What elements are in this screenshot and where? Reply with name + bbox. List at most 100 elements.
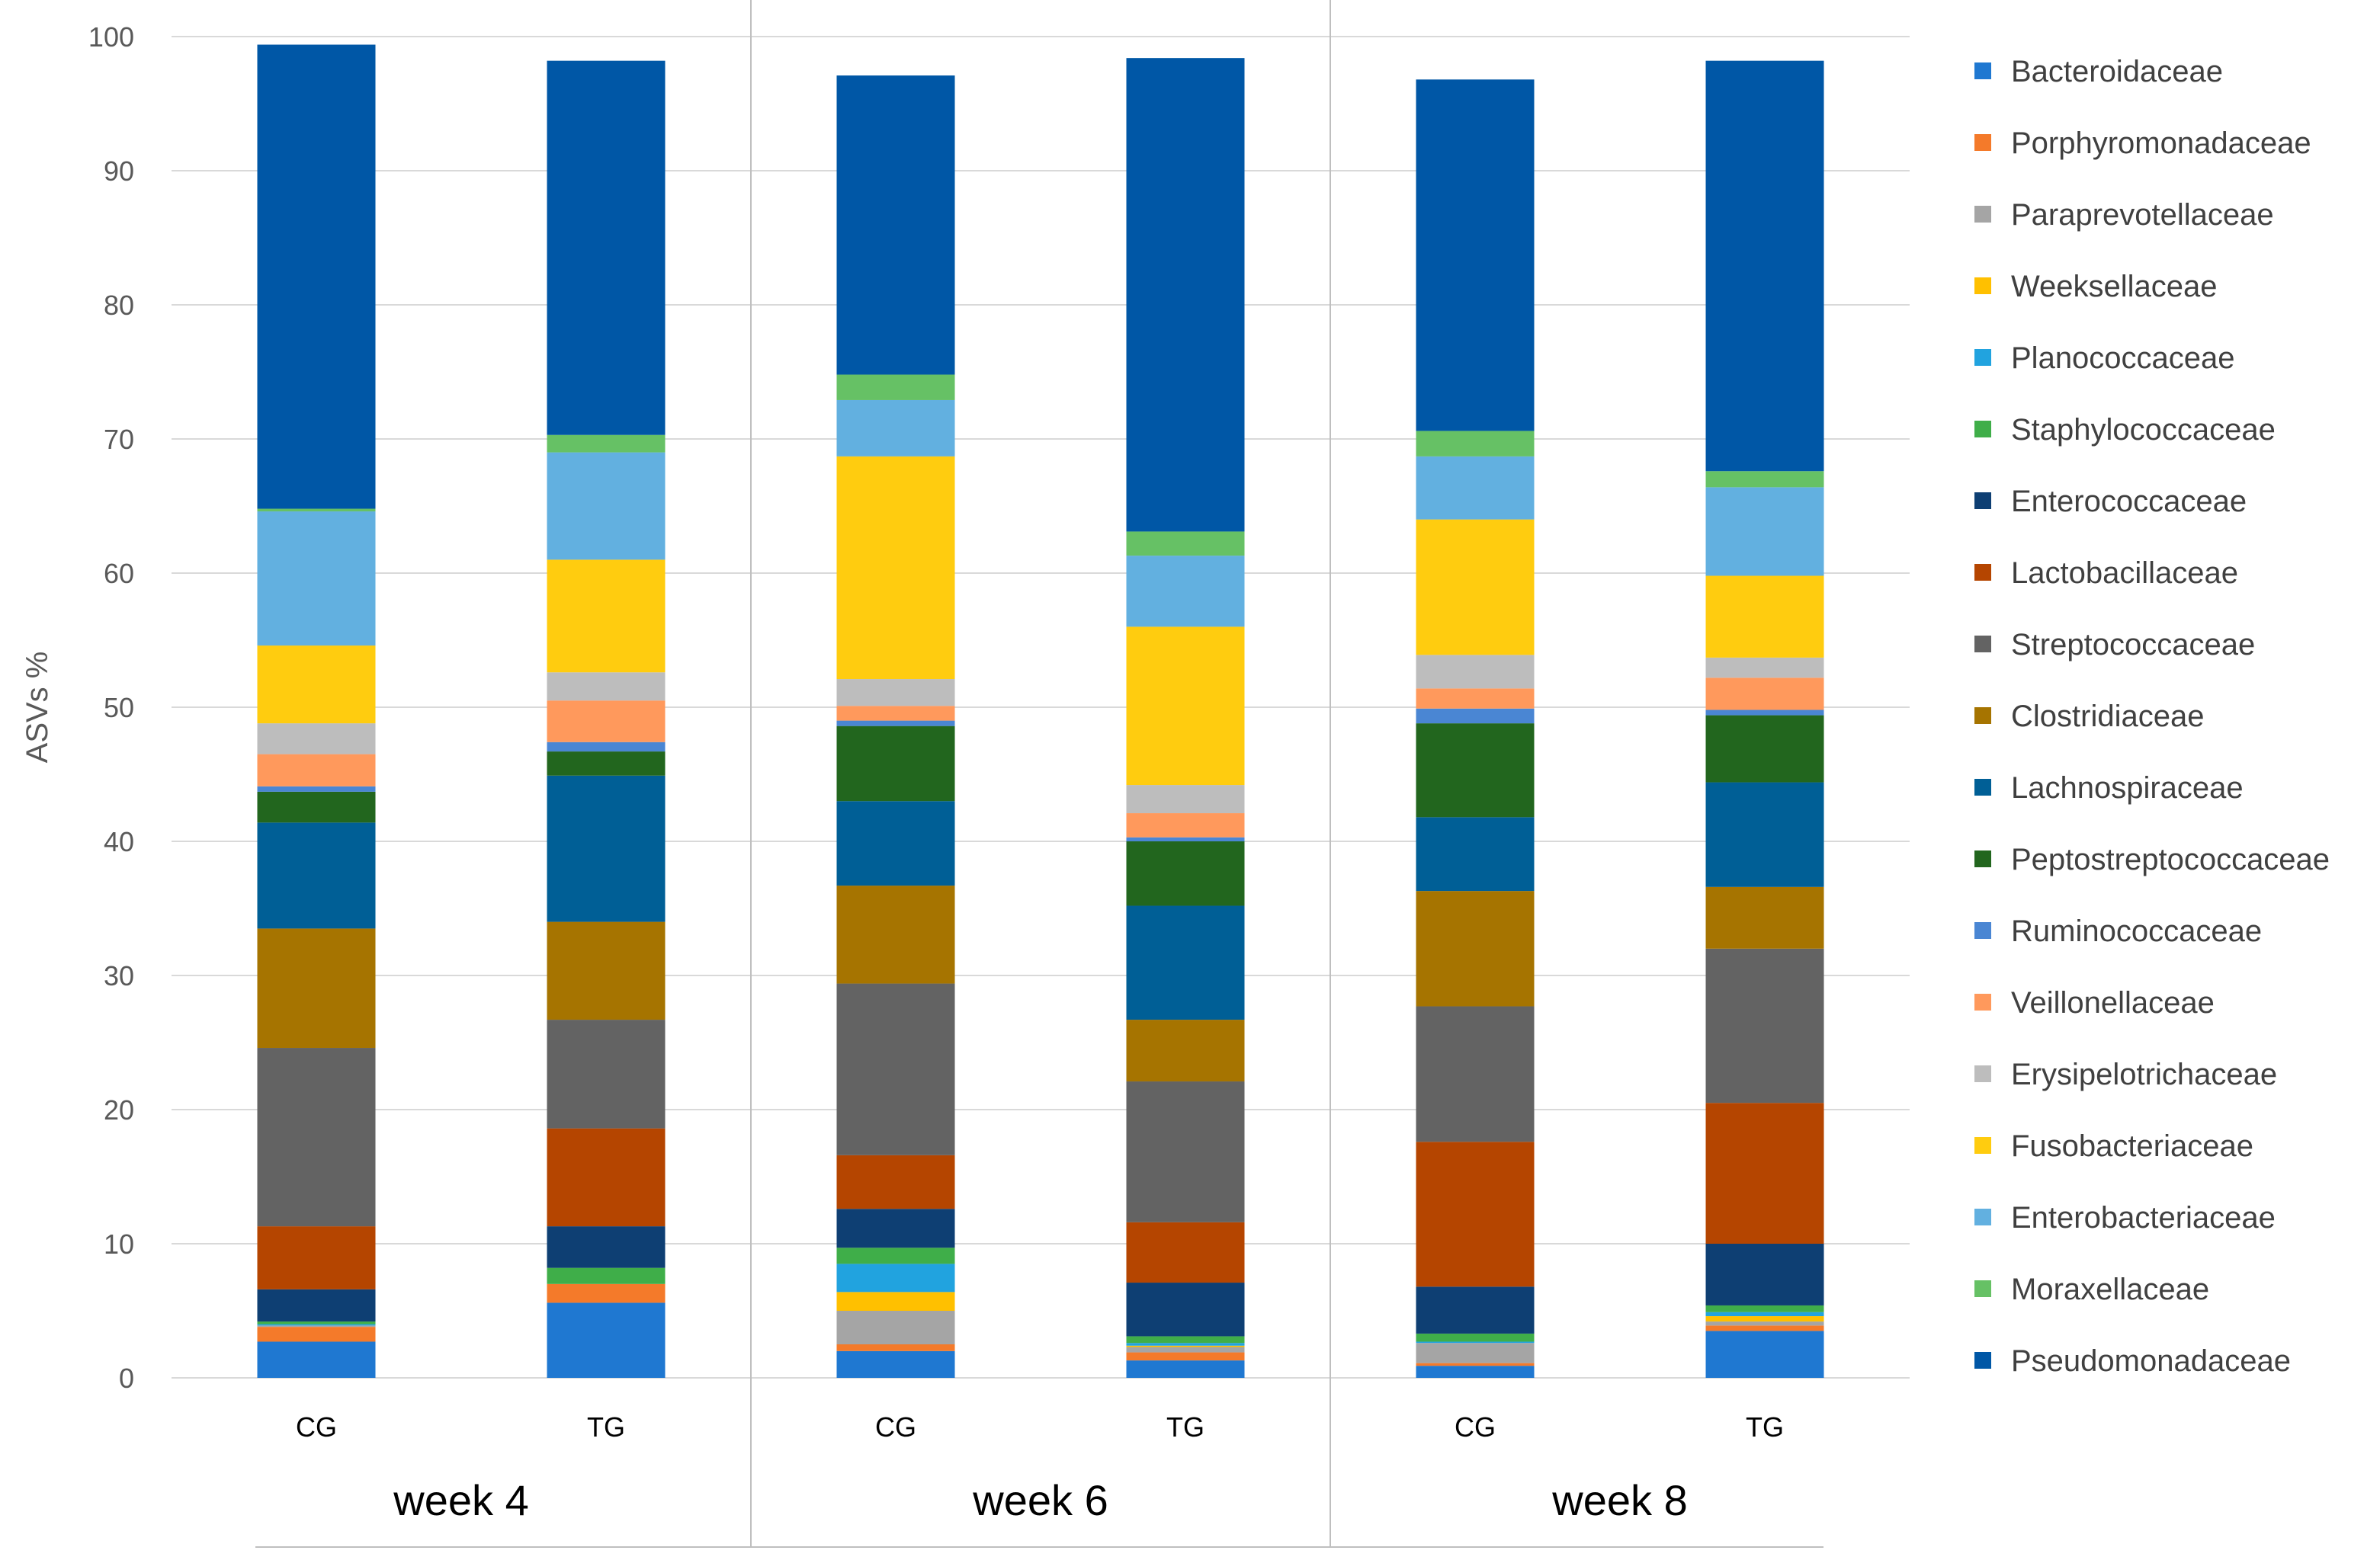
bar-segment-pseudomonadaceae: [257, 44, 376, 509]
bar-segment-ruminococcaceae: [547, 742, 666, 752]
legend-label: Pseudomonadaceae: [2011, 1344, 2291, 1378]
legend-label: Lactobacillaceae: [2011, 556, 2238, 590]
bar-segment-porphyromonadaceae: [1126, 1352, 1245, 1361]
bar-segment-veillonellaceae: [547, 700, 666, 742]
legend-swatch: [1974, 636, 1991, 652]
bar-segment-clostridiaceae: [547, 921, 666, 1020]
bar-segment-weeksellaceae: [1705, 1316, 1824, 1322]
bar-segment-paraprevotellaceae: [257, 1325, 376, 1328]
legend-swatch: [1974, 994, 1991, 1011]
legend-label: Moraxellaceae: [2011, 1273, 2209, 1306]
legend-label: Staphylococcaceae: [2011, 413, 2276, 447]
x-category-label: TG: [587, 1411, 625, 1443]
bar-segment-moraxellaceae: [1705, 471, 1824, 488]
legend-swatch: [1974, 1065, 1991, 1082]
bar-segment-fusobacteriaceae: [257, 645, 376, 724]
bar-segment-lactobacillaceae: [547, 1128, 666, 1227]
legend-label: Erysipelotrichaceae: [2011, 1058, 2277, 1091]
bar-segment-clostridiaceae: [1126, 1020, 1245, 1082]
bar-segment-bacteroidaceae: [547, 1302, 666, 1378]
group-label: week 4: [393, 1476, 528, 1524]
bar-segment-peptostreptococcaceae: [257, 791, 376, 823]
bar-segment-erysipelotrichaceae: [1705, 657, 1824, 678]
bar-segment-planococcaceae: [1416, 1341, 1535, 1344]
bar-segment-lachnospiraceae: [1416, 817, 1535, 892]
bar-segment-porphyromonadaceae: [547, 1283, 666, 1303]
bar-segment-staphylococcaceae: [1416, 1333, 1535, 1342]
bar-segment-streptococcaceae: [1705, 948, 1824, 1104]
bar-segment-streptococcaceae: [1416, 1006, 1535, 1142]
y-tick-label: 20: [104, 1094, 134, 1126]
bar-segment-streptococcaceae: [836, 983, 955, 1155]
bar-segment-porphyromonadaceae: [836, 1344, 955, 1351]
bar-segment-bacteroidaceae: [836, 1350, 955, 1378]
bar-segment-erysipelotrichaceae: [1126, 785, 1245, 814]
legend-swatch: [1974, 1352, 1991, 1369]
legend-label: Planococcaceae: [2011, 341, 2235, 375]
bar-segment-enterobacteriaceae: [257, 511, 376, 646]
legend-swatch: [1974, 1209, 1991, 1225]
bar-segment-weeksellaceae: [1126, 1345, 1245, 1347]
bar-segment-fusobacteriaceae: [547, 559, 666, 673]
group-label: week 8: [1551, 1476, 1687, 1524]
bar-segment-ruminococcaceae: [1416, 708, 1535, 724]
y-tick-label: 80: [104, 290, 134, 321]
bar-segment-moraxellaceae: [547, 434, 666, 453]
bar-segment-staphylococcaceae: [257, 1321, 376, 1325]
bar-segment-streptococcaceae: [547, 1020, 666, 1129]
bar-segment-staphylococcaceae: [836, 1248, 955, 1264]
bar-segment-fusobacteriaceae: [1126, 626, 1245, 786]
legend-swatch: [1974, 277, 1991, 294]
bar-segment-planococcaceae: [836, 1264, 955, 1293]
bar-segment-clostridiaceae: [257, 928, 376, 1049]
bar-segment-lachnospiraceae: [547, 775, 666, 922]
x-category-label: CG: [875, 1411, 916, 1443]
bar-segment-enterobacteriaceae: [1416, 456, 1535, 520]
y-tick-label: 0: [119, 1363, 134, 1394]
bar-segment-bacteroidaceae: [257, 1341, 376, 1378]
y-tick-label: 60: [104, 558, 134, 589]
legend-label: Peptostreptococcaceae: [2011, 843, 2330, 876]
bar-segment-pseudomonadaceae: [1126, 58, 1245, 532]
legend-label: Clostridiaceae: [2011, 700, 2204, 733]
bar-segment-lachnospiraceae: [836, 801, 955, 886]
bar-segment-pseudomonadaceae: [836, 75, 955, 375]
bar-segment-moraxellaceae: [836, 374, 955, 400]
legend-label: Ruminococcaceae: [2011, 915, 2262, 948]
legend-label: Weeksellaceae: [2011, 270, 2218, 303]
bar-segment-pseudomonadaceae: [1705, 60, 1824, 472]
bar-segment-paraprevotellaceae: [1705, 1321, 1824, 1326]
bar-segment-fusobacteriaceae: [1705, 575, 1824, 658]
bar-segment-enterococcaceae: [1416, 1286, 1535, 1334]
bar-segment-erysipelotrichaceae: [257, 723, 376, 754]
legend-swatch: [1974, 421, 1991, 437]
legend-swatch: [1974, 134, 1991, 151]
bar-segment-veillonellaceae: [1416, 688, 1535, 709]
legend-label: Bacteroidaceae: [2011, 55, 2223, 88]
y-tick-label: 40: [104, 826, 134, 857]
bar-segment-veillonellaceae: [1126, 813, 1245, 838]
bar-segment-planococcaceae: [1126, 1343, 1245, 1346]
legend-label: Veillonellaceae: [2011, 986, 2215, 1020]
bar-segment-paraprevotellaceae: [836, 1311, 955, 1344]
bar-segment-enterococcaceae: [1126, 1283, 1245, 1337]
bar-segment-streptococcaceae: [257, 1048, 376, 1227]
x-category-label: TG: [1166, 1411, 1204, 1443]
bar-segment-moraxellaceae: [1126, 531, 1245, 556]
bar-segment-bacteroidaceae: [1416, 1366, 1535, 1378]
bar-segment-ruminococcaceae: [1126, 837, 1245, 841]
bar-segment-ruminococcaceae: [836, 720, 955, 726]
bar-segment-ruminococcaceae: [257, 786, 376, 792]
bar-segment-pseudomonadaceae: [1416, 79, 1535, 431]
bar-segment-enterobacteriaceae: [836, 399, 955, 456]
bar-segment-veillonellaceae: [257, 754, 376, 786]
bar-segment-staphylococcaceae: [1126, 1336, 1245, 1344]
bar-segment-veillonellaceae: [836, 706, 955, 721]
legend-swatch: [1974, 206, 1991, 223]
legend-label: Enterococcaceae: [2011, 485, 2247, 518]
bar-segment-lactobacillaceae: [836, 1155, 955, 1209]
bar-segment-lachnospiraceae: [257, 822, 376, 929]
y-tick-label: 30: [104, 960, 134, 991]
